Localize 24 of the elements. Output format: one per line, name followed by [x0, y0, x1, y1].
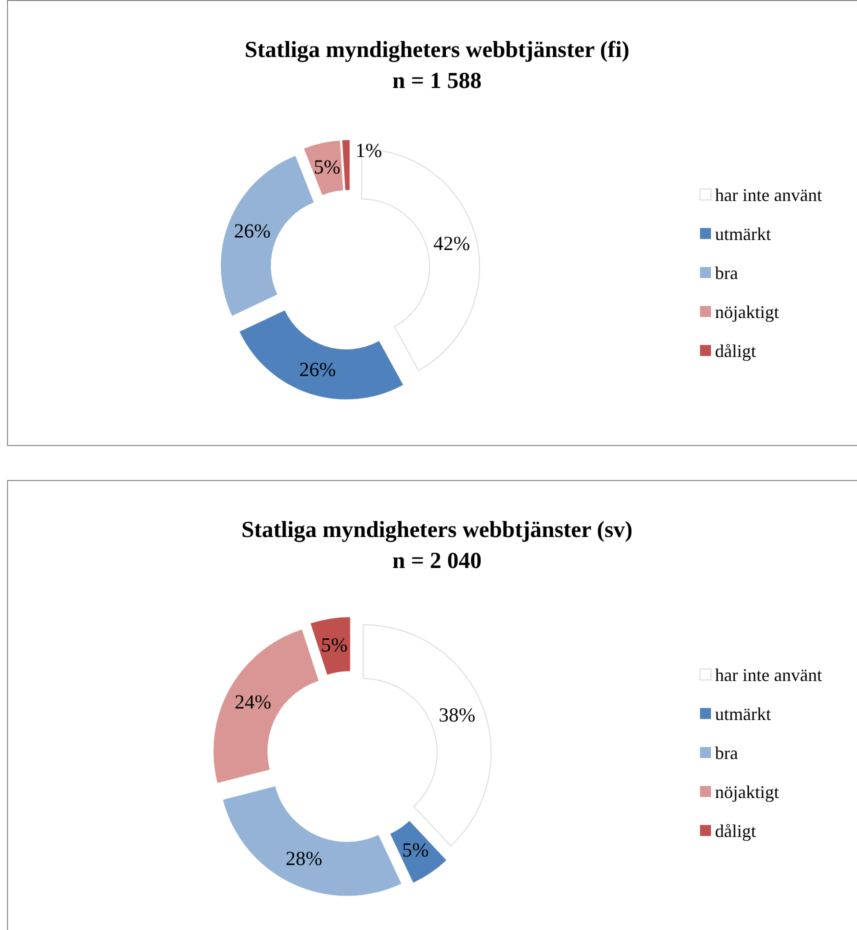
data-label: 1%: [355, 140, 382, 162]
data-label: 26%: [299, 358, 336, 381]
legend-label: bra: [715, 263, 738, 283]
legend-label: bra: [715, 743, 738, 763]
legend-label: utmärkt: [715, 704, 771, 724]
data-label: 38%: [438, 704, 476, 726]
legend-label: utmärkt: [715, 224, 771, 244]
data-label: 5%: [402, 839, 429, 862]
legend-label: har inte använt: [715, 185, 822, 205]
legend-label: har inte använt: [715, 665, 822, 685]
data-label: 26%: [234, 220, 271, 242]
legend-label: nöjaktigt: [715, 782, 779, 802]
legend-label: nöjaktigt: [715, 302, 779, 322]
data-label: 5%: [314, 156, 340, 179]
chart-subtitle: n = 1 588: [392, 68, 482, 93]
data-label: 24%: [234, 692, 272, 714]
chart-title: Statliga myndigheters webbtjänster (sv): [241, 517, 633, 543]
data-label: 28%: [286, 848, 322, 870]
data-label: 42%: [433, 232, 470, 255]
data-label: 5%: [320, 634, 348, 656]
chart-subtitle: n = 2 040: [392, 548, 482, 573]
legend-label: dåligt: [715, 341, 756, 361]
chart-title: Statliga myndigheters webbtjänster (fi): [244, 37, 630, 63]
legend-label: dåligt: [715, 821, 756, 841]
